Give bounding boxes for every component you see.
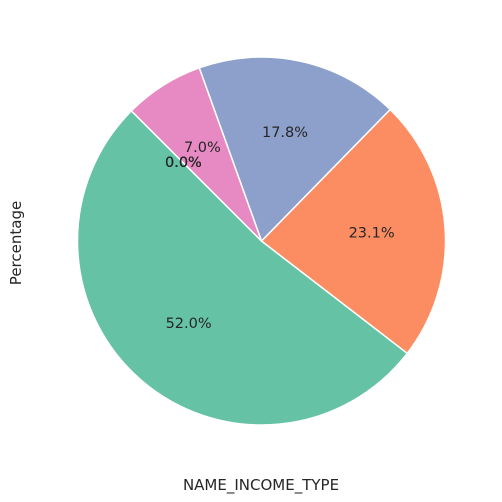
slice-label: 23.1% [349,225,395,241]
slice-label: 0.0% [165,155,202,171]
y-axis-label: Percentage [7,201,25,285]
slice-label: 7.0% [184,140,221,156]
slice-label: 0.0% [165,155,202,171]
pie-slices [76,56,447,426]
slice-label: 17.8% [262,125,308,141]
pie-slice [198,56,391,242]
pie-slice [260,108,447,355]
x-axis-label: NAME_INCOME_TYPE [183,476,339,495]
slice-label: 52.0% [166,316,212,332]
slice-label: 0.0% [165,155,202,171]
pie-slice [76,110,409,426]
pie-slice [130,67,263,242]
pie-labels: 52.0%23.1%17.8%7.0%0.0%0.0%0.0%0.0% [165,125,395,332]
slice-label: 0.0% [165,155,202,171]
